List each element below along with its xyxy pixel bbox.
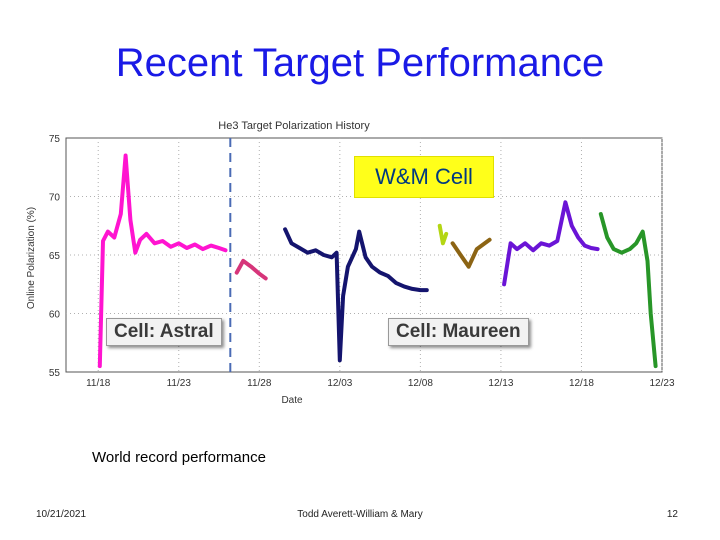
y-axis-label: Online Polarization (%)	[26, 207, 37, 309]
tick-labels: 55 60 65 70 75 11/18 11/23 11/28 12/03 12/08 12/13…	[49, 134, 675, 389]
series-run-4	[437, 223, 449, 246]
x-tick-label: 12/03	[327, 378, 352, 389]
chart-title: He3 Target Polarization History	[218, 120, 370, 132]
y-tick-label: 75	[49, 134, 61, 145]
y-tick-label: 60	[49, 310, 61, 321]
series-run-3	[283, 227, 429, 363]
footer-author: Todd Averett-William & Mary	[297, 509, 423, 520]
x-tick-label: 12/08	[408, 378, 433, 389]
x-tick-label: 11/28	[247, 378, 272, 389]
series-layer	[97, 153, 658, 369]
y-tick-label: 65	[49, 251, 61, 262]
series-run-6	[502, 200, 600, 287]
x-tick-label: 11/23	[167, 378, 192, 389]
y-tick-label: 55	[49, 368, 61, 379]
series-run-5	[450, 237, 492, 269]
x-tick-label: 12/13	[488, 378, 513, 389]
footer-date: 10/21/2021	[36, 509, 87, 520]
x-tick-label: 12/18	[569, 378, 594, 389]
series-run-1	[97, 153, 228, 369]
record-caption: World record performance	[92, 449, 266, 466]
wm-cell-label: W&M Cell	[354, 156, 494, 198]
x-axis-label: Date	[281, 395, 303, 406]
cell-maureen-label: Cell: Maureen	[388, 318, 529, 346]
cell-astral-label: Cell: Astral	[106, 318, 222, 346]
slide-title: Recent Target Performance	[115, 41, 605, 85]
series-run-2	[234, 258, 268, 281]
x-tick-label: 11/18	[86, 378, 111, 389]
y-tick-label: 70	[49, 193, 61, 204]
footer-page-number: 12	[666, 509, 678, 520]
series-run-7	[598, 212, 658, 369]
grid-lines	[66, 138, 663, 372]
polarization-chart: 55 60 65 70 75 11/18 11/23 11/28 12/03 12/08 12/13…	[26, 120, 675, 406]
x-tick-label: 12/23	[649, 378, 674, 389]
